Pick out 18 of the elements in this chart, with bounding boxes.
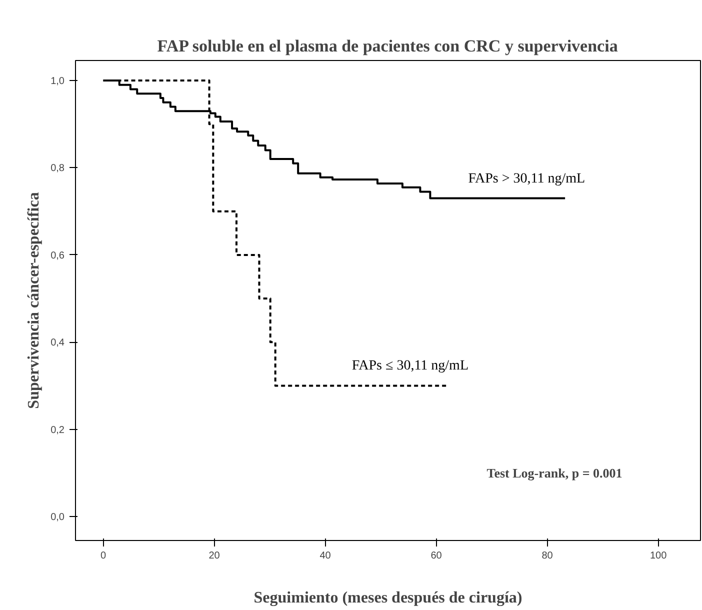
x-tick-label: 40 (320, 550, 332, 562)
y-tick-label: 0,8 (50, 163, 65, 174)
y-axis-title: Supervivencia cáncer-específica (26, 192, 43, 409)
y-tick-label: 0,4 (50, 338, 65, 349)
series-label: FAPs > 30,11 ng/mL (468, 171, 586, 186)
x-axis-title: Seguimiento (meses después de cirugía) (254, 590, 522, 606)
series-label: FAPs ≤ 30,11 ng/mL (352, 358, 469, 374)
y-tick-label: 0,6 (50, 250, 65, 262)
x-tick-label: 80 (542, 550, 554, 562)
x-tick-label: 20 (208, 550, 220, 562)
chart-title: FAP soluble en el plasma de pacientes con CRC y supervivencia (157, 36, 618, 56)
annotation: Test Log-rank, p = 0.001 (486, 466, 622, 480)
x-tick-label: 60 (430, 550, 442, 562)
y-tick-label: 0,0 (50, 512, 65, 524)
x-tick-label: 100 (650, 550, 668, 562)
y-tick-label: 1,0 (50, 76, 65, 88)
x-tick-label: 0 (100, 550, 106, 562)
y-tick-label: 0,2 (50, 424, 65, 436)
